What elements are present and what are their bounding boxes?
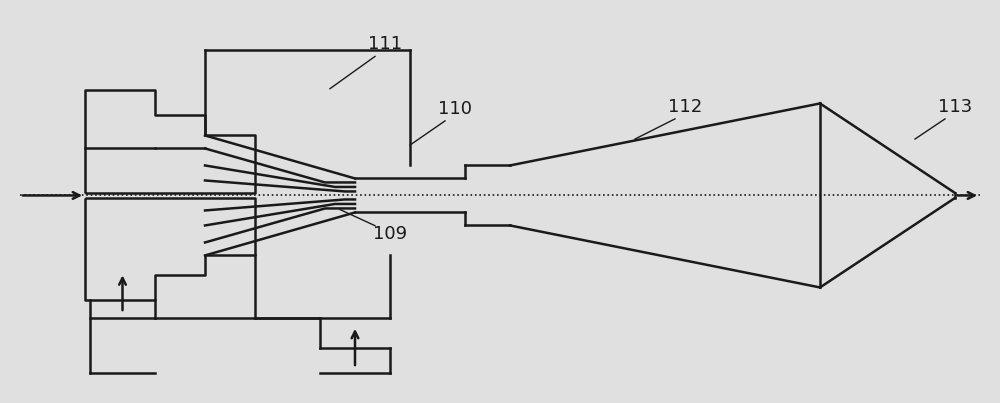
Text: 112: 112 (668, 98, 702, 116)
Text: 110: 110 (438, 100, 472, 118)
Text: 109: 109 (373, 225, 407, 243)
Text: 111: 111 (368, 35, 402, 53)
Text: 113: 113 (938, 98, 972, 116)
